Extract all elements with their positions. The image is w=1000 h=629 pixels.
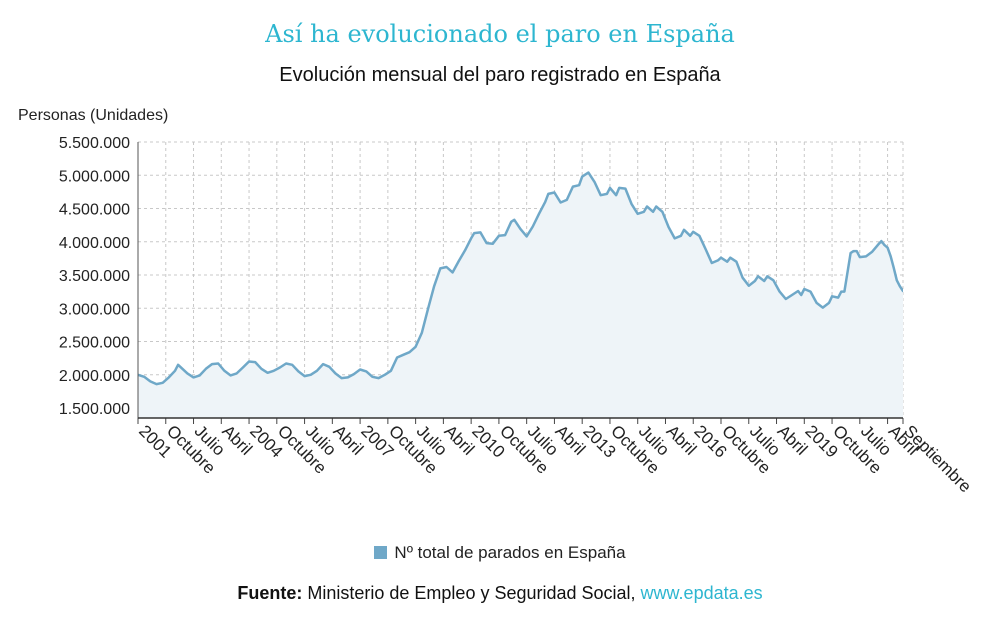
- x-tick-label: Abril: [663, 421, 700, 458]
- legend-label: Nº total de parados en España: [394, 543, 626, 562]
- y-tick-label: 1.500.000: [59, 401, 130, 418]
- legend[interactable]: Nº total de parados en España: [0, 543, 1000, 563]
- x-tick-labels: 2001OctubreJulioAbril2004OctubreJulioAbr…: [135, 421, 975, 496]
- axes: [137, 142, 904, 424]
- y-axis-label: Personas (Unidades): [18, 107, 169, 124]
- y-tick-label: 5.500.000: [59, 135, 130, 152]
- y-tick-label: 3.000.000: [59, 301, 130, 318]
- x-tick-label: Abril: [552, 421, 589, 458]
- source-link[interactable]: www.epdata.es: [640, 583, 763, 603]
- y-tick-label: 5.000.000: [59, 168, 130, 185]
- y-tick-label: 4.000.000: [59, 235, 130, 252]
- x-tick-label: Abril: [774, 421, 811, 458]
- series-line: [138, 171, 903, 386]
- source-line: Fuente: Ministerio de Empleo y Seguridad…: [0, 583, 1000, 604]
- chart-title: Evolución mensual del paro registrado en…: [279, 64, 721, 86]
- source-label: Fuente:: [237, 583, 303, 603]
- y-tick-label: 2.500.000: [59, 335, 130, 352]
- series-fill: [138, 172, 903, 418]
- legend-swatch: [374, 546, 388, 559]
- y-tick-label: 2.000.000: [59, 368, 130, 385]
- series-area: [138, 171, 903, 418]
- x-tick-label: Abril: [218, 421, 255, 458]
- headline: Así ha evolucionado el paro en España: [265, 20, 735, 48]
- x-tick-label: Septiembre: [900, 421, 975, 496]
- source-text: Ministerio de Empleo y Seguridad Social,: [302, 583, 641, 603]
- y-tick-labels: 5.500.000 5.000.000 4.500.000 4.000.000 3.50…: [59, 135, 130, 418]
- y-tick-label: 3.500.000: [59, 268, 130, 285]
- x-tick-label: Abril: [330, 421, 367, 458]
- y-tick-label: 4.500.000: [59, 202, 130, 219]
- x-tick-label: Abril: [441, 421, 478, 458]
